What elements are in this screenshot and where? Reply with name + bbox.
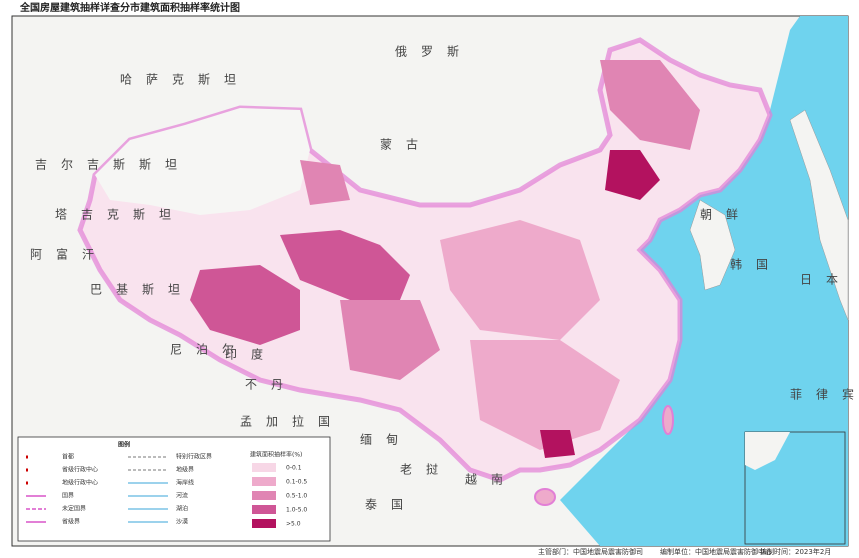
legend-label: 湖泊 [176,505,188,513]
legend-class-label: 0-0.1 [286,465,302,472]
country-label: 缅甸 [360,433,412,447]
legend-label: 地级行政中心 [62,479,98,487]
scale-title: 建筑面积抽样率(%) [250,451,302,459]
country-label: 哈萨克斯坦 [120,73,250,87]
legend-box [17,436,331,542]
country-label: 巴基斯坦 [90,283,194,297]
footer-text: 主管部门：中国地震局震害防御司 [538,547,643,556]
legend-class-label: 0.5-1.0 [286,493,307,500]
country-label: 孟加拉国 [240,414,344,429]
region-high [280,230,410,300]
country-label: 塔吉克斯坦 [55,208,185,222]
footer-text: 编制单位：中国地震局震害防御中心 [660,547,772,556]
legend-label: 首都 [62,453,74,461]
region-low [470,340,620,450]
country-label: 不丹 [245,378,297,392]
legend-label: 未定国界 [62,505,86,513]
legend-title: 图例 [118,441,130,449]
legend-label: 海岸线 [176,479,194,487]
legend-swatch [252,491,276,500]
legend-label: 地级界 [176,466,194,474]
inset-land [745,432,790,470]
country-label: 韩国 [730,257,782,272]
country-label: 阿富汗 [30,247,108,262]
map-title: 全国房屋建筑抽样详查分市建筑面积抽样率统计图 [19,1,240,14]
legend-label: 省级行政中心 [62,466,98,474]
country-label: 菲律宾 [790,387,859,402]
country-label: 越南 [465,472,517,487]
legend-class-label: 0.1-0.5 [286,479,307,486]
legend-class-label: 1.0-5.0 [286,507,307,514]
region-high [190,265,300,345]
korea-peninsula [689,199,736,291]
legend-label: 省级界 [62,518,80,526]
xinjiang-region [95,108,310,215]
legend-swatch [252,463,276,472]
region-top [540,430,575,458]
country-label: 蒙古 [380,137,432,152]
legend-swatch [252,519,276,528]
japan [789,109,849,321]
region-mid [340,300,440,380]
legend-swatch [252,477,276,486]
country-label: 老挝 [400,463,452,477]
region-mid [600,60,700,150]
country-label: 尼泊尔 [170,342,248,357]
region-mid [300,160,350,205]
legend-label: 特别行政区界 [176,453,212,461]
country-label: 朝鲜 [700,208,752,222]
hainan [534,488,556,506]
legend-label: 沙漠 [176,518,188,526]
country-label: 印度 [225,347,277,362]
legend-swatch [252,505,276,514]
country-label: 俄罗斯 [395,45,473,59]
country-label: 吉尔吉斯斯坦 [35,157,191,172]
legend-class-label: >5.0 [286,521,301,528]
footer-text: 编制时间：2023年2月 [760,547,831,556]
country-label: 泰国 [365,498,417,512]
region-low [440,220,600,340]
region-top [605,150,660,200]
taiwan [662,405,674,435]
country-label: 日本 [800,273,852,287]
legend-label: 河流 [176,492,188,500]
legend-label: 国界 [62,493,74,500]
